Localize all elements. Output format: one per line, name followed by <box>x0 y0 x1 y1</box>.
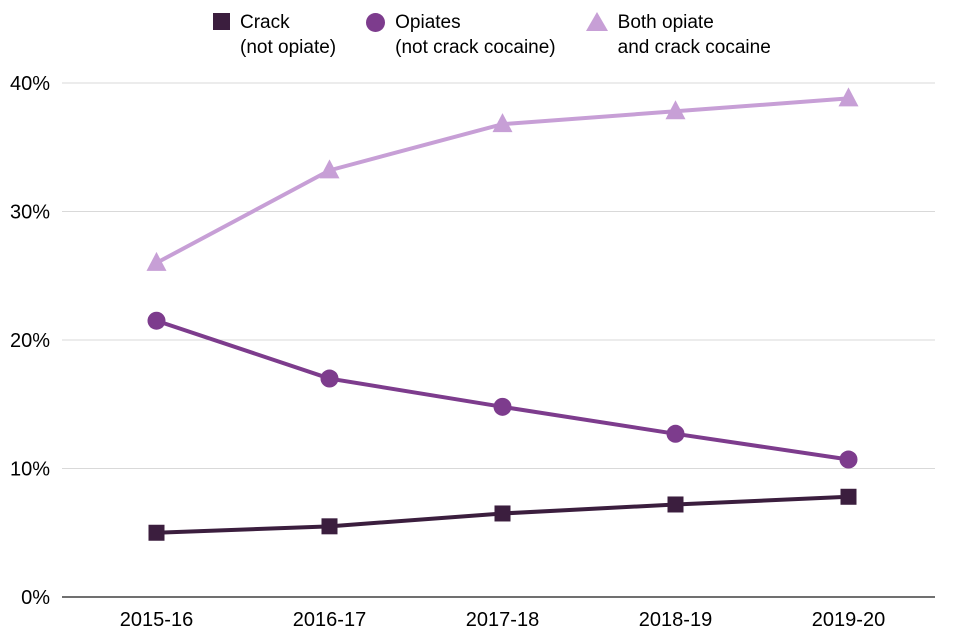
svg-text:2016-17: 2016-17 <box>293 609 366 631</box>
legend-item-both: Both opiate and crack cocaine <box>585 10 771 60</box>
square-marker-icon <box>213 13 230 30</box>
svg-text:2018-19: 2018-19 <box>639 609 712 631</box>
triangle-marker-icon <box>585 12 608 31</box>
svg-text:2017-18: 2017-18 <box>466 609 539 631</box>
svg-text:40%: 40% <box>10 73 50 95</box>
svg-text:2015-16: 2015-16 <box>120 609 193 631</box>
svg-text:2019-20: 2019-20 <box>812 609 885 631</box>
legend-label-opiates: Opiates (not crack cocaine) <box>395 12 556 58</box>
svg-text:10%: 10% <box>10 459 50 481</box>
legend-item-opiates: Opiates (not crack cocaine) <box>366 10 556 60</box>
legend-label-both: Both opiate and crack cocaine <box>617 12 771 58</box>
circle-marker-icon <box>366 13 386 32</box>
svg-text:0%: 0% <box>21 587 50 609</box>
legend-label-crack: Crack (not opiate) <box>240 12 337 58</box>
chart-legend: Crack (not opiate) Opiates (not crack co… <box>213 10 771 60</box>
legend-item-crack: Crack (not opiate) <box>213 10 336 60</box>
svg-text:20%: 20% <box>10 330 50 352</box>
svg-text:30%: 30% <box>10 202 50 224</box>
